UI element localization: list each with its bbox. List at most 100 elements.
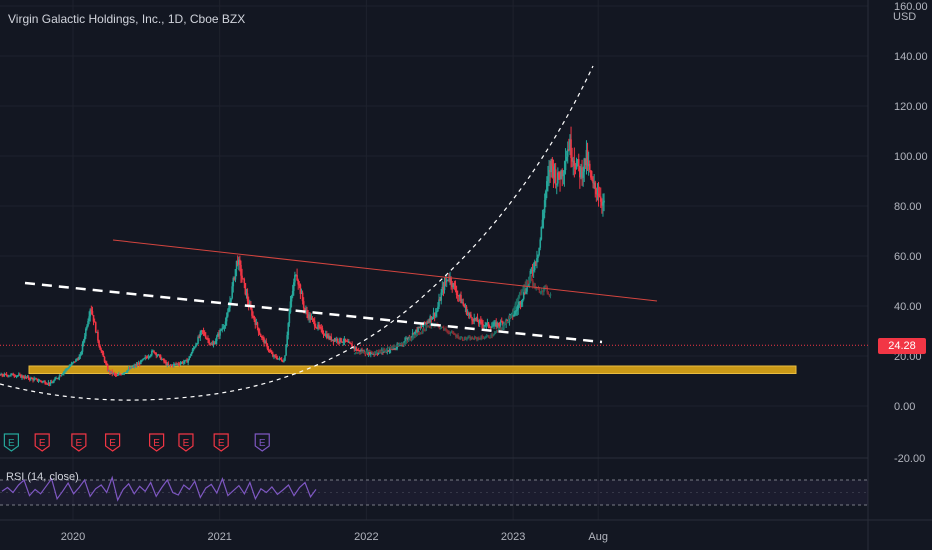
- candle-body: [133, 365, 136, 367]
- candle-body: [483, 325, 485, 327]
- candle-body: [464, 306, 467, 308]
- candle-body: [438, 299, 440, 307]
- candle-body: [321, 328, 324, 334]
- candle-body: [247, 301, 250, 307]
- candle-body: [195, 344, 197, 348]
- resistance-trendline: [112, 239, 658, 302]
- candle-body: [118, 374, 120, 376]
- candle-body: [231, 286, 233, 299]
- earnings-marker-icon[interactable]: E: [254, 433, 270, 452]
- overlay-candle-body: [450, 331, 453, 333]
- earnings-marker-icon[interactable]: E: [149, 433, 165, 452]
- overlay-candle-body: [447, 331, 449, 333]
- candle-body: [425, 322, 427, 324]
- candle-body: [493, 323, 495, 326]
- candle-body: [265, 341, 268, 344]
- candle-body: [94, 322, 97, 332]
- overlay-candle-body: [398, 343, 401, 345]
- parabolic-curve: [0, 65, 594, 401]
- candle-body: [174, 363, 176, 365]
- candle-body: [124, 372, 127, 374]
- candle-body: [82, 340, 85, 344]
- rsi-indicator-label[interactable]: RSI (14, close): [6, 471, 79, 483]
- candle-body: [560, 170, 562, 180]
- candle-body: [480, 320, 482, 322]
- candle-body: [99, 345, 101, 350]
- earnings-marker-icon[interactable]: E: [213, 433, 229, 452]
- candle-body: [376, 353, 379, 355]
- candle-body: [264, 341, 266, 344]
- candle-body: [499, 321, 502, 326]
- candle-body: [215, 336, 218, 341]
- candle-body: [204, 335, 207, 339]
- candle-body: [301, 292, 304, 302]
- candle-body: [59, 375, 62, 377]
- candle-body: [500, 321, 503, 323]
- candle-body: [581, 167, 583, 178]
- candle-body: [309, 314, 312, 320]
- overlay-candle-body: [518, 292, 521, 296]
- overlay-candle-body: [500, 328, 502, 330]
- overlay-candle-body: [520, 292, 522, 294]
- candle-body: [514, 311, 516, 315]
- candle-body: [274, 355, 276, 357]
- earnings-marker-icon[interactable]: E: [71, 433, 87, 452]
- candle-body: [103, 356, 106, 362]
- candle-body: [83, 336, 86, 341]
- candle-body: [14, 375, 17, 377]
- candle-body: [521, 298, 524, 302]
- overlay-candle-body: [469, 336, 471, 340]
- overlay-candle-body: [503, 322, 506, 326]
- candle-body: [574, 165, 577, 169]
- overlay-candle-body: [414, 335, 416, 337]
- overlay-candle-body: [393, 345, 396, 347]
- candle-body: [55, 378, 57, 380]
- candle-body: [303, 308, 306, 312]
- candle-body: [289, 301, 292, 313]
- overlay-candle-body: [368, 351, 370, 353]
- overlay-candle-body: [511, 313, 513, 316]
- candle-body: [354, 347, 357, 349]
- candle-body: [449, 277, 451, 280]
- candle-body: [571, 157, 573, 162]
- candle-body: [298, 284, 301, 286]
- candle-body: [190, 352, 193, 356]
- candle-body: [278, 357, 281, 359]
- overlay-candle-body: [478, 337, 480, 339]
- candle-body: [201, 330, 204, 332]
- candle-body: [180, 362, 183, 364]
- candle-body: [506, 319, 509, 321]
- x-axis-tick-label: 2020: [61, 531, 85, 543]
- overlay-candle-body: [422, 328, 424, 333]
- candle-body: [116, 375, 119, 377]
- candle-body: [67, 368, 70, 370]
- overlay-candle-body: [357, 352, 359, 354]
- candle-body: [318, 324, 320, 328]
- overlay-candle-body: [395, 345, 398, 347]
- overlay-candle-body: [384, 350, 387, 352]
- candle-body: [52, 382, 54, 384]
- candle-body: [544, 191, 547, 201]
- candle-body: [251, 309, 253, 316]
- candle-body: [322, 333, 325, 335]
- candle-body: [156, 355, 159, 357]
- candle-body: [39, 380, 42, 382]
- y-axis-tick-label: 80.00: [894, 201, 922, 213]
- candle-body: [564, 161, 567, 171]
- earnings-marker-icon[interactable]: E: [178, 433, 194, 452]
- candle-body: [24, 376, 27, 379]
- overlay-candle-body: [367, 351, 369, 353]
- candle-body: [324, 334, 327, 336]
- earnings-marker-icon[interactable]: E: [3, 433, 19, 452]
- candle-body: [151, 351, 153, 355]
- candle-body: [230, 298, 232, 302]
- earnings-marker-icon[interactable]: E: [105, 433, 121, 452]
- candle-body: [130, 366, 132, 369]
- candle-body: [123, 372, 126, 374]
- overlay-candle-body: [408, 337, 411, 340]
- overlay-candle-body: [494, 332, 497, 334]
- chart-title: Virgin Galactic Holdings, Inc., 1D, Cboe…: [8, 12, 246, 26]
- candle-body: [90, 309, 93, 312]
- earnings-marker-icon[interactable]: E: [34, 433, 50, 452]
